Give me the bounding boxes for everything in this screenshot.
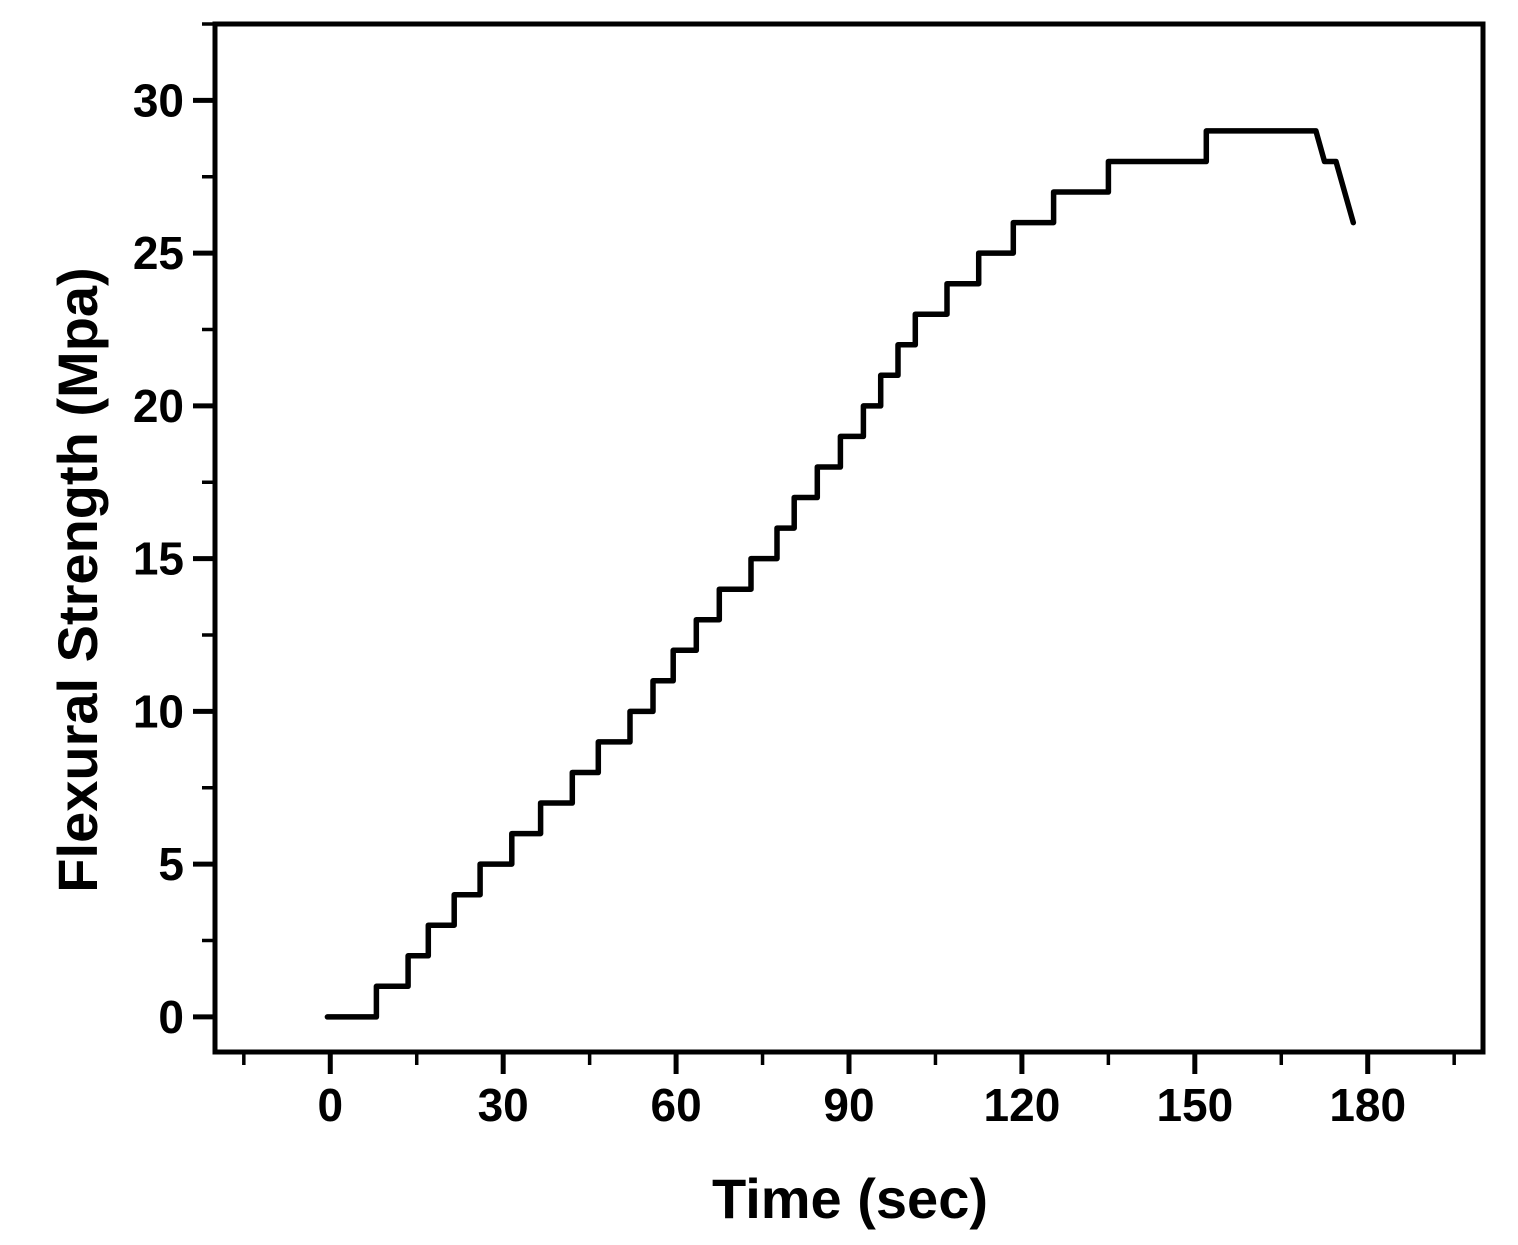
y-tick-label: 15 [133, 533, 184, 585]
y-tick-label: 5 [158, 838, 184, 890]
x-tick-label: 120 [984, 1079, 1061, 1131]
x-tick-label: 0 [317, 1079, 343, 1131]
plot-frame [212, 21, 1486, 1055]
x-tick-label: 180 [1329, 1079, 1406, 1131]
flexural-strength-curve [324, 128, 1357, 1020]
y-tick-label: 20 [133, 380, 184, 432]
x-tick-label: 60 [651, 1079, 702, 1131]
y-tick-label: 0 [158, 991, 184, 1043]
x-tick-label: 90 [823, 1079, 874, 1131]
y-tick-label: 30 [133, 74, 184, 126]
y-tick-label: 10 [133, 685, 184, 737]
x-axis-title: Time (sec) [712, 1167, 988, 1230]
x-tick-label: 150 [1156, 1079, 1233, 1131]
y-axis-title: Flexural Strength (Mpa) [46, 267, 109, 892]
y-tick-label: 25 [133, 227, 184, 279]
x-tick-label: 30 [478, 1079, 529, 1131]
